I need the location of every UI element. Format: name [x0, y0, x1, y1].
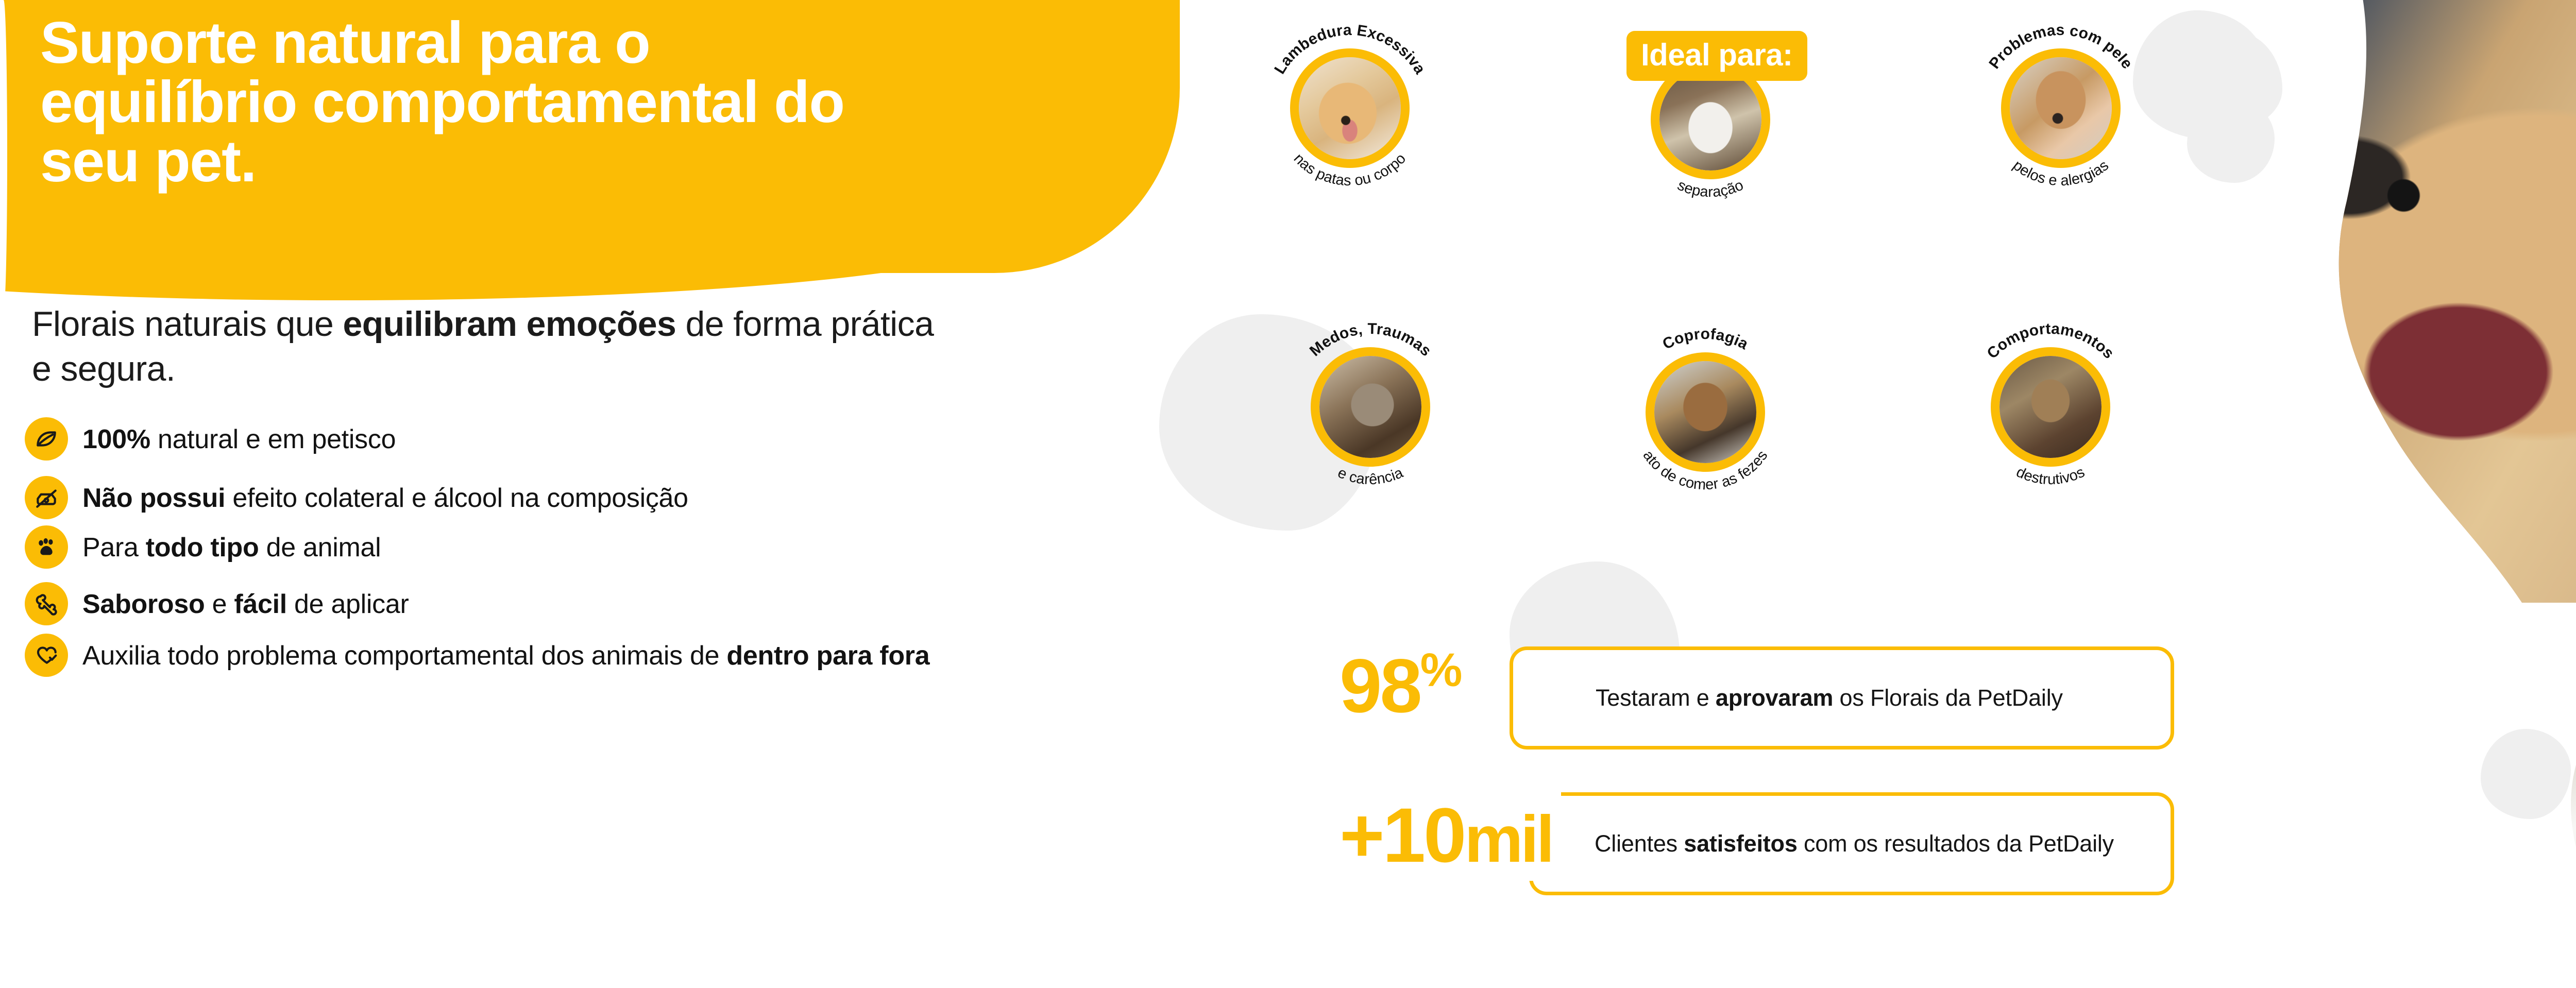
- bullet-rest: efeito colateral e álcool na composição: [225, 483, 688, 513]
- svg-text:pelos e alergias: pelos e alergias: [2010, 157, 2112, 189]
- decorative-blob: [2481, 729, 2571, 819]
- stat-text-suffix: os Florais da PetDaily: [1833, 684, 2063, 711]
- benefits-list: 100% natural e em petisco Não possui efe…: [25, 417, 1004, 692]
- stat-number: 98%: [1340, 639, 1470, 732]
- list-item-label: Saboroso e fácil de aplicar: [82, 582, 409, 622]
- bullet-strong: Não possui: [82, 483, 226, 513]
- scared-cat-in-box-photo: [1319, 356, 1421, 458]
- svg-text:Comportamentos: Comportamentos: [1984, 320, 2117, 362]
- white-dog-by-door-photo: [1659, 69, 1761, 171]
- svg-text:e carência: e carência: [1335, 464, 1406, 488]
- stat-text: Clientes satisfeitos com os resultados d…: [1595, 828, 2114, 860]
- white-cat-photo: [2553, 577, 2576, 988]
- svg-text:nas patas ou corpo: nas patas ou corpo: [1291, 150, 1410, 189]
- bullet-mid: e: [205, 589, 234, 619]
- badge-top-label: Coprofagia: [1660, 326, 1751, 353]
- stats-section: Testaram e aprovaram os Florais da PetDa…: [1340, 639, 2174, 938]
- svg-text:Coprofagia: Coprofagia: [1660, 326, 1751, 353]
- leaf-icon: [25, 417, 68, 461]
- stat-number-value: 98: [1340, 643, 1422, 729]
- stat-text-strong: satisfeitos: [1684, 830, 1798, 857]
- badge-top-label: Lambedura Excessiva: [1271, 22, 1428, 77]
- ideal-para-badge: Ideal para:: [1626, 31, 1807, 81]
- badge-bottom-label: pelos e alergias: [2010, 157, 2112, 189]
- badge-bottom-label: separação: [1675, 177, 1746, 200]
- svg-text:Lambedura Excessiva: Lambedura Excessiva: [1271, 22, 1429, 77]
- cat-chewing-sandal-photo: [1999, 356, 2102, 458]
- paw-icon: [25, 525, 68, 569]
- condition-badge[interactable]: Comportamentos destrutivos: [1963, 319, 2138, 495]
- svg-text:separação: separação: [1675, 177, 1746, 200]
- list-item: Auxilia todo problema comportamental dos…: [25, 634, 1004, 677]
- badge-arc-text: Comportamentos destrutivos: [1984, 320, 2117, 488]
- badge-bottom-label: ato de comer as fezes: [1639, 448, 1771, 493]
- list-item-label: 100% natural e em petisco: [82, 417, 396, 457]
- svg-text:Medos, Traumas: Medos, Traumas: [1307, 320, 1435, 360]
- bullet-strong: 100%: [82, 424, 150, 454]
- condition-badge[interactable]: Medos, Traumas e carência: [1283, 319, 1458, 495]
- lead-paragraph: Florais naturais que equilibram emoções …: [32, 302, 939, 391]
- stat-number: +10mil: [1340, 789, 1562, 881]
- badge-bottom-label: nas patas ou corpo: [1291, 150, 1409, 189]
- bullet-rest: natural e em petisco: [150, 424, 396, 454]
- bullet-strong: todo tipo: [145, 533, 259, 563]
- badge-top-label: Comportamentos: [1984, 320, 2117, 362]
- golden-retriever-photo: [2192, 0, 2576, 603]
- svg-text:ato de comer as fezes: ato de comer as fezes: [1639, 448, 1771, 493]
- stat-text-prefix: Clientes: [1595, 830, 1684, 857]
- badge-bottom-label: e carência: [1335, 464, 1406, 488]
- condition-badge[interactable]: Problemas com pele pelos e alergias: [1973, 21, 2148, 196]
- dog-licking-paw-photo: [1299, 57, 1401, 159]
- list-item: 100% natural e em petisco: [25, 417, 1004, 461]
- stat-card: Testaram e aprovaram os Florais da PetDa…: [1340, 639, 2174, 757]
- bullet-rest: de aplicar: [286, 589, 409, 619]
- bone-icon: [25, 582, 68, 625]
- bullet-prefix: Auxilia todo problema comportamental dos…: [82, 641, 727, 671]
- stat-number-unit: mil: [1464, 803, 1554, 876]
- bullet-strong: dentro para fora: [726, 641, 930, 671]
- list-item: Não possui efeito colateral e álcool na …: [25, 476, 1004, 519]
- list-item-label: Auxilia todo problema comportamental dos…: [82, 634, 930, 674]
- dog-skin-problem-photo: [2010, 57, 2112, 159]
- list-item-label: Não possui efeito colateral e álcool na …: [82, 476, 688, 516]
- condition-badge[interactable]: Lambedura Excessiva nas patas ou corpo: [1262, 21, 1437, 196]
- lead-strong: equilibram emoções: [343, 304, 676, 344]
- list-item: Para todo tipo de animal: [25, 525, 1004, 569]
- stat-number-unit: %: [1420, 644, 1463, 696]
- list-item-label: Para todo tipo de animal: [82, 525, 381, 566]
- bullet-strong-2: fácil: [234, 589, 287, 619]
- badge-top-label: Problemas com pele: [1986, 22, 2136, 72]
- badge-bottom-label: destrutivos: [2014, 464, 2088, 488]
- badge-arc-text: Problemas com pele pelos e alergias: [1986, 22, 2136, 189]
- badge-arc-text: Coprofagia ato de comer as fezes: [1639, 326, 1771, 493]
- stat-card: Clientes satisfeitos com os resultados d…: [1340, 789, 2174, 903]
- stat-number-value: +10: [1340, 792, 1466, 878]
- bullet-rest: de animal: [259, 533, 381, 563]
- bullet-prefix: Para: [82, 533, 146, 563]
- stat-text-prefix: Testaram e: [1596, 684, 1716, 711]
- heart-check-icon: [25, 634, 68, 677]
- badge-arc-text: Medos, Traumas e carência: [1307, 320, 1435, 488]
- stat-text-suffix: com os resultados da PetDaily: [1797, 830, 2114, 857]
- condition-badge[interactable]: Coprofagia ato de comer as fezes: [1618, 325, 1793, 500]
- badge-top-label: Medos, Traumas: [1307, 320, 1434, 360]
- hero-left-notch: [0, 0, 7, 309]
- bullet-strong: Saboroso: [82, 589, 205, 619]
- stat-text: Testaram e aprovaram os Florais da PetDa…: [1596, 682, 2063, 714]
- stat-text-strong: aprovaram: [1715, 684, 1834, 711]
- no-alcohol-icon: [25, 476, 68, 519]
- list-item: Saboroso e fácil de aplicar: [25, 582, 1004, 625]
- svg-text:Problemas com pele: Problemas com pele: [1986, 22, 2136, 72]
- lead-suffix: de forma prática e segura.: [32, 304, 934, 389]
- condition-badge-grid: Lambedura Excessiva nas patas ou corpo A…: [1252, 21, 2210, 618]
- stat-card-body: Clientes satisfeitos com os resultados d…: [1529, 792, 2174, 895]
- stat-card-body: Testaram e aprovaram os Florais da PetDa…: [1510, 646, 2174, 749]
- page-title: Suporte natural para o equilíbrio compor…: [40, 10, 845, 195]
- svg-text:destrutivos: destrutivos: [2014, 464, 2088, 488]
- lead-prefix: Florais naturais que: [32, 304, 343, 344]
- badge-arc-text: Lambedura Excessiva nas patas ou corpo: [1271, 22, 1429, 189]
- dog-eating-feces-photo: [1654, 361, 1756, 463]
